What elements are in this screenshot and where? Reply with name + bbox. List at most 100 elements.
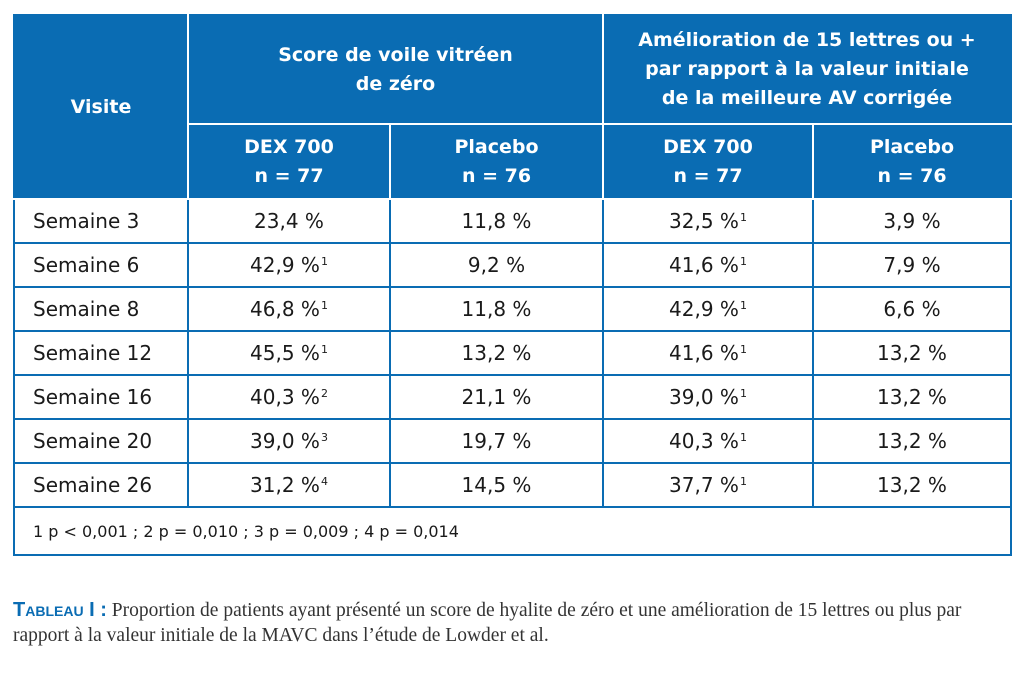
- header-group-bcva-improvement: Amélioration de 15 lettres ou + par rapp…: [602, 14, 1012, 125]
- value-cell: 6,6 %: [812, 286, 1012, 332]
- value-cell: 42,9 %1: [602, 286, 814, 332]
- significance-marker: 1: [739, 343, 747, 356]
- header-arm-2: Placebo n = 76: [389, 123, 604, 200]
- significance-marker: 1: [320, 299, 328, 312]
- results-table-container: Visite Score de voile vitréen de zéro Am…: [13, 14, 1012, 556]
- header-row-arms: DEX 700 n = 77 Placebo n = 76 DEX 700 n = 77 P…: [14, 123, 1012, 200]
- header-arm-line: DEX 700: [244, 135, 334, 158]
- value-cell: 9,2 %: [389, 242, 604, 288]
- table-body: Semaine 3 23,4 % 11,8 % 32,5 %1 3,9 % Semaine…: [13, 198, 1012, 556]
- table-row: Semaine 26 31,2 %4 14,5 % 37,7 %1 13,2 %: [13, 462, 1012, 508]
- value-cell: 11,8 %: [389, 286, 604, 332]
- results-table: Visite Score de voile vitréen de zéro Am…: [13, 14, 1012, 556]
- cell-value: 19,7 %: [461, 429, 532, 453]
- table-caption: Tableau I : Proportion de patients ayant…: [13, 598, 1013, 648]
- cell-value: 13,2 %: [877, 473, 947, 497]
- significance-marker: 1: [739, 255, 747, 268]
- value-cell: 31,2 %4: [187, 462, 391, 508]
- header-group-line: Amélioration de 15 lettres ou +: [638, 29, 976, 51]
- value-cell: 3,9 %: [812, 198, 1012, 244]
- header-arm-line: DEX 700: [663, 135, 753, 158]
- value-cell: 42,9 %1: [187, 242, 391, 288]
- table-row: Semaine 3 23,4 % 11,8 % 32,5 %1 3,9 %: [13, 198, 1012, 244]
- cell-value: 3,9 %: [883, 209, 941, 233]
- header-group-line: de la meilleure AV corrigée: [661, 87, 953, 109]
- cell-value: 42,9 %: [250, 253, 320, 277]
- table-header: Visite Score de voile vitréen de zéro Am…: [13, 14, 1012, 200]
- significance-marker: 1: [739, 475, 747, 488]
- footnote-cell: 1 p < 0,001 ; 2 p = 0,010 ; 3 p = 0,009 …: [13, 506, 1012, 556]
- visit-cell: Semaine 6: [13, 242, 189, 288]
- cell-value: 11,8 %: [461, 297, 532, 321]
- value-cell: 13,2 %: [812, 418, 1012, 464]
- value-cell: 13,2 %: [389, 330, 604, 376]
- cell-value: 9,2 %: [467, 253, 526, 277]
- cell-value: 39,0 %: [250, 429, 320, 453]
- cell-value: 37,7 %: [669, 473, 739, 497]
- caption-text: Proportion de patients ayant présenté un…: [13, 600, 962, 646]
- header-group-line: par rapport à la valeur initiale: [645, 58, 969, 80]
- caption-label: Tableau I :: [13, 599, 107, 621]
- value-cell: 19,7 %: [389, 418, 604, 464]
- cell-value: 11,8 %: [461, 209, 532, 233]
- visit-cell: Semaine 8: [13, 286, 189, 332]
- value-cell: 11,8 %: [389, 198, 604, 244]
- value-cell: 39,0 %1: [602, 374, 814, 420]
- value-cell: 13,2 %: [812, 462, 1012, 508]
- header-arm-1: DEX 700 n = 77: [187, 123, 391, 200]
- cell-value: 13,2 %: [877, 385, 947, 409]
- cell-value: 13,2 %: [461, 341, 532, 365]
- cell-value: 40,3 %: [250, 385, 320, 409]
- cell-value: 23,4 %: [254, 209, 324, 233]
- header-arm-line: n = 77: [673, 164, 743, 187]
- header-arm-3: DEX 700 n = 77: [602, 123, 814, 200]
- header-group-vitreous-haze: Score de voile vitréen de zéro: [187, 14, 604, 125]
- cell-value: 14,5 %: [461, 473, 532, 497]
- significance-marker: 3: [320, 431, 328, 444]
- visit-cell: Semaine 12: [13, 330, 189, 376]
- table-row: Semaine 6 42,9 %1 9,2 % 41,6 %1 7,9 %: [13, 242, 1012, 288]
- cell-value: 6,6 %: [883, 297, 941, 321]
- header-arm-line: Placebo: [869, 135, 955, 158]
- value-cell: 39,0 %3: [187, 418, 391, 464]
- visit-cell: Semaine 16: [13, 374, 189, 420]
- header-visit: Visite: [13, 14, 189, 200]
- value-cell: 7,9 %: [812, 242, 1012, 288]
- cell-value: 13,2 %: [877, 341, 947, 365]
- cell-value: 42,9 %: [669, 297, 739, 321]
- header-arm-line: n = 76: [877, 164, 947, 187]
- significance-marker: 4: [320, 475, 328, 488]
- cell-value: 41,6 %: [669, 253, 739, 277]
- cell-value: 7,9 %: [883, 253, 941, 277]
- significance-marker: 1: [739, 299, 747, 312]
- value-cell: 14,5 %: [389, 462, 604, 508]
- cell-value: 41,6 %: [669, 341, 739, 365]
- cell-value: 46,8 %: [250, 297, 320, 321]
- visit-cell: Semaine 20: [13, 418, 189, 464]
- value-cell: 13,2 %: [812, 330, 1012, 376]
- value-cell: 46,8 %1: [187, 286, 391, 332]
- significance-marker: 1: [739, 431, 747, 444]
- header-arm-line: n = 76: [461, 164, 532, 187]
- cell-value: 31,2 %: [250, 473, 320, 497]
- significance-marker: 1: [739, 387, 747, 400]
- table-row: Semaine 16 40,3 %2 21,1 % 39,0 %1 13,2 %: [13, 374, 1012, 420]
- value-cell: 13,2 %: [812, 374, 1012, 420]
- table-row: Semaine 12 45,5 %1 13,2 % 41,6 %1 13,2 %: [13, 330, 1012, 376]
- value-cell: 32,5 %1: [602, 198, 814, 244]
- footnote-row: 1 p < 0,001 ; 2 p = 0,010 ; 3 p = 0,009 …: [13, 506, 1012, 556]
- header-group-line: Score de voile vitréen: [278, 43, 513, 66]
- header-group-line: de zéro: [355, 72, 436, 95]
- value-cell: 45,5 %1: [187, 330, 391, 376]
- cell-value: 21,1 %: [461, 385, 532, 409]
- table-row: Semaine 8 46,8 %1 11,8 % 42,9 %1 6,6 %: [13, 286, 1012, 332]
- cell-value: 32,5 %: [669, 209, 739, 233]
- value-cell: 40,3 %1: [602, 418, 814, 464]
- visit-cell: Semaine 26: [13, 462, 189, 508]
- value-cell: 40,3 %2: [187, 374, 391, 420]
- cell-value: 13,2 %: [877, 429, 947, 453]
- value-cell: 37,7 %1: [602, 462, 814, 508]
- value-cell: 41,6 %1: [602, 330, 814, 376]
- significance-marker: 1: [320, 343, 328, 356]
- header-row-groups: Visite Score de voile vitréen de zéro Am…: [13, 14, 1012, 200]
